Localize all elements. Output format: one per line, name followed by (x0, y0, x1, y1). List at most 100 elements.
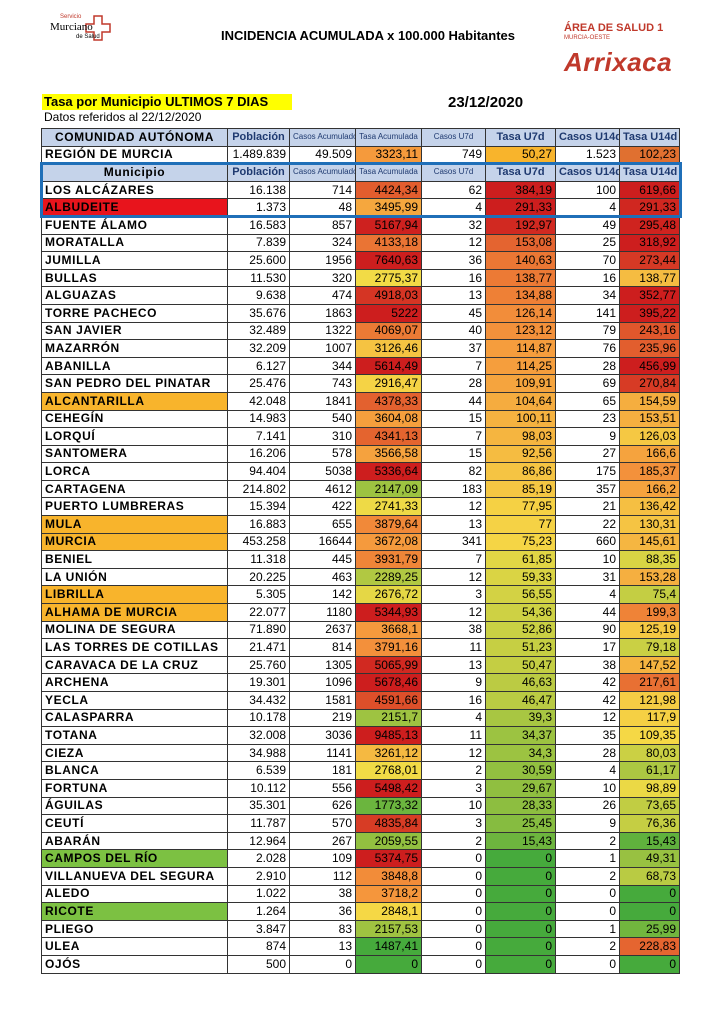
table-cell: 80,03 (619, 743, 680, 763)
table-cell: 13 (421, 515, 486, 534)
table-cell: 0 (421, 902, 486, 921)
table-cell: 2 (555, 866, 620, 886)
table-cell: 65 (555, 391, 620, 411)
table-cell: 49,31 (619, 849, 680, 868)
table-cell: CEHEGÍN (41, 409, 228, 429)
table-cell: 76 (555, 339, 620, 358)
table-cell: Tasa U7d (485, 128, 556, 147)
table-cell: 38 (289, 884, 356, 904)
table-cell: 22.077 (227, 603, 290, 622)
table-cell: 147,52 (619, 655, 680, 675)
table-cell: 29,67 (485, 778, 556, 798)
logo: Servicio Murciano de Salud (50, 12, 112, 46)
table-cell: 42.048 (227, 391, 290, 411)
table-row: FUENTE ÁLAMO 16.583 857 5167,94 32 192,97 49 29… (41, 215, 680, 235)
table-cell: 109,91 (485, 374, 556, 393)
table-cell: 16 (421, 691, 486, 710)
table-cell: 11 (421, 726, 486, 745)
table-cell: 17 (555, 638, 620, 657)
table-cell: SAN PEDRO DEL PINATAR (41, 374, 228, 393)
table-cell: 90 (555, 620, 620, 640)
table-cell: 0 (485, 884, 556, 904)
table-row: FORTUNA 10.112 556 5498,42 3 29,67 10 98,89 (41, 778, 680, 798)
table-cell: 21 (555, 497, 620, 517)
date: 23/12/2020 (448, 94, 524, 111)
table-cell: 34,37 (485, 726, 556, 745)
table-row: MAZARRÓN 32.209 1007 3126,46 37 114,87 76 235,9… (41, 339, 680, 358)
table-cell: 10 (555, 550, 620, 569)
table-cell: 4 (421, 198, 486, 217)
table-cell: 12 (421, 603, 486, 622)
table-cell: CARAVACA DE LA CRUZ (41, 655, 228, 675)
table-cell: 0 (421, 849, 486, 868)
table-cell: 0 (421, 884, 486, 904)
table-cell: 0 (421, 954, 486, 974)
subtitle: Tasa por Municipio ULTIMOS 7 DIAS (42, 94, 292, 110)
table-cell: Tasa U14d (619, 163, 680, 182)
table-cell: 344 (289, 356, 356, 376)
table-cell: 3 (421, 778, 486, 798)
table-cell: 32.489 (227, 321, 290, 341)
table-cell: 4835,84 (355, 814, 422, 833)
table-cell: 68,73 (619, 866, 680, 886)
table-cell: 181 (289, 761, 356, 780)
table-cell: 61,17 (619, 761, 680, 780)
table-cell: ALBUDEITE (41, 198, 228, 217)
table-row: PLIEGO 3.847 83 2157,53 0 0 1 25,99 (41, 919, 680, 939)
table-cell: 2741,33 (355, 497, 422, 517)
table-cell: 71.890 (227, 620, 290, 640)
table-cell: 267 (289, 831, 356, 851)
table-cell: Casos U14d (555, 163, 620, 182)
table-cell: Población (227, 163, 290, 182)
table-cell: 9 (555, 427, 620, 446)
table-cell: 28 (555, 356, 620, 376)
table-cell: 153,28 (619, 567, 680, 587)
table-cell: 121,98 (619, 691, 680, 710)
table-cell: 141 (555, 303, 620, 323)
table-cell: 52,86 (485, 620, 556, 640)
table-cell: 5.305 (227, 585, 290, 605)
table-cell: 235,96 (619, 339, 680, 358)
table-cell: 11.318 (227, 550, 290, 569)
table-cell: 175 (555, 462, 620, 481)
table-cell: 1 (555, 849, 620, 868)
table-cell: 814 (289, 638, 356, 657)
table-cell: 1841 (289, 391, 356, 411)
table-cell: 5614,49 (355, 356, 422, 376)
table-cell: 140,63 (485, 251, 556, 270)
brand: Arrixaca (564, 47, 673, 77)
table-cell: 3323,11 (355, 145, 422, 165)
table-cell: 874 (227, 937, 290, 956)
table-row: LORQUÍ 7.141 310 4341,13 7 98,03 9 126,03 (41, 427, 680, 446)
table-row: MULA 16.883 655 3879,64 13 77 22 130,31 (41, 515, 680, 534)
table-cell: 10.112 (227, 778, 290, 798)
table-cell: 36 (421, 251, 486, 270)
table-cell: 1096 (289, 673, 356, 692)
table-cell: 125,19 (619, 620, 680, 640)
table-row: BENIEL 11.318 445 3931,79 7 61,85 10 88,35 (41, 550, 680, 569)
table-cell: 10 (421, 796, 486, 816)
table-cell: ABANILLA (41, 356, 228, 376)
table-cell: 5065,99 (355, 655, 422, 675)
table-cell: 3261,12 (355, 743, 422, 763)
table-cell: 3 (421, 814, 486, 833)
table-cell: 40 (421, 321, 486, 341)
table-cell: 82 (421, 462, 486, 481)
table-cell: CIEZA (41, 743, 228, 763)
table-cell: 0 (555, 902, 620, 921)
table-cell: 192,97 (485, 215, 556, 235)
table-cell: 35.676 (227, 303, 290, 323)
table-cell: 1581 (289, 691, 356, 710)
table-cell: 25 (555, 233, 620, 253)
table-cell: 62 (421, 180, 486, 200)
table-cell: 130,31 (619, 515, 680, 534)
area-sub: MURCIA-OESTE (564, 35, 611, 41)
table-cell: Población (227, 128, 290, 147)
table-cell: 16644 (289, 532, 356, 552)
table-cell: Tasa U7d (485, 163, 556, 182)
table-cell: Casos U14d (555, 128, 620, 147)
table-cell: Casos U7d (421, 128, 486, 147)
table-cell: 86,86 (485, 462, 556, 481)
table-cell: 4341,13 (355, 427, 422, 446)
table-cell: 154,59 (619, 391, 680, 411)
